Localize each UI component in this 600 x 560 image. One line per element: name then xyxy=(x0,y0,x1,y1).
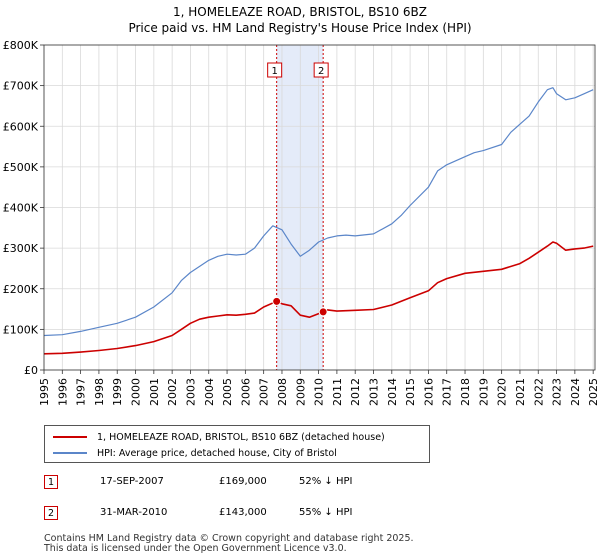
sale-hpi-delta: 52% ↓ HPI xyxy=(299,476,353,487)
footer-copyright: Contains HM Land Registry data © Crown c… xyxy=(44,533,414,544)
x-tick-label: 2008 xyxy=(276,378,289,406)
y-tick-label: £300K xyxy=(3,242,39,255)
x-tick-label: 2002 xyxy=(166,378,179,406)
y-tick-label: £100K xyxy=(3,323,39,336)
sale-point-marker xyxy=(318,307,328,317)
sale-date: 17-SEP-2007 xyxy=(100,476,164,487)
legend-item-property: 1, HOMELEAZE ROAD, BRISTOL, BS10 6BZ (de… xyxy=(53,429,385,445)
x-tick-label: 1999 xyxy=(111,378,124,406)
x-tick-label: 1996 xyxy=(56,378,69,406)
x-tick-label: 2016 xyxy=(422,378,435,406)
x-tick-label: 2012 xyxy=(349,378,362,406)
y-tick-label: £500K xyxy=(3,161,39,174)
x-tick-label: 2019 xyxy=(477,378,490,406)
x-tick-label: 2003 xyxy=(184,378,197,406)
sale-hpi-delta: 55% ↓ HPI xyxy=(299,507,353,518)
sale-price: £143,000 xyxy=(219,507,267,518)
legend-swatch-property xyxy=(53,436,87,438)
price-paid-line xyxy=(43,241,594,355)
x-tick-label: 2013 xyxy=(368,378,381,406)
sale-date: 31-MAR-2010 xyxy=(100,507,168,518)
footer-licence: This data is licensed under the Open Gov… xyxy=(44,543,347,554)
x-tick-label: 2014 xyxy=(386,378,399,406)
sale-price: £169,000 xyxy=(219,476,267,487)
legend: 1, HOMELEAZE ROAD, BRISTOL, BS10 6BZ (de… xyxy=(44,425,430,463)
legend-item-hpi: HPI: Average price, detached house, City… xyxy=(53,445,337,461)
sale-annotation-box xyxy=(267,62,283,78)
chart-title: 1, HOMELEAZE ROAD, BRISTOL, BS10 6BZ xyxy=(173,5,427,19)
x-tick-label: 2004 xyxy=(203,378,216,406)
x-tick-label: 1997 xyxy=(75,378,88,406)
y-tick-label: £700K xyxy=(3,80,39,93)
x-tick-label: 2006 xyxy=(239,378,252,406)
sale-marker-label: 2 xyxy=(44,506,58,520)
x-tick-label: 2000 xyxy=(130,378,143,406)
legend-swatch-hpi xyxy=(53,452,87,454)
legend-label-hpi: HPI: Average price, detached house, City… xyxy=(97,447,337,459)
x-tick-label: 2017 xyxy=(441,378,454,406)
y-tick-label: £400K xyxy=(3,202,39,215)
x-tick-label: 2011 xyxy=(331,378,344,406)
x-tick-label: 2005 xyxy=(221,378,234,406)
x-tick-label: 2010 xyxy=(313,378,326,406)
x-tick-label: 2020 xyxy=(496,378,509,406)
sale-annotation-label: 1 xyxy=(271,66,277,77)
sale-marker-label: 1 xyxy=(44,475,58,489)
y-tick-label: £0 xyxy=(24,364,38,377)
footer: Contains HM Land Registry data © Crown c… xyxy=(44,534,414,554)
x-tick-label: 2018 xyxy=(459,378,472,406)
sale-annotation-label: 2 xyxy=(318,66,324,77)
y-tick-label: £600K xyxy=(3,120,39,133)
chart: 1, HOMELEAZE ROAD, BRISTOL, BS10 6BZ Pri… xyxy=(3,5,600,406)
x-tick-label: 2025 xyxy=(587,378,600,406)
y-tick-label: £800K xyxy=(3,39,39,52)
x-tick-label: 1998 xyxy=(93,378,106,406)
x-tick-label: 2001 xyxy=(148,378,161,406)
sale-point-marker xyxy=(272,296,282,306)
chart-subtitle: Price paid vs. HM Land Registry's House … xyxy=(128,21,471,35)
x-tick-label: 2007 xyxy=(258,378,271,406)
hpi-line xyxy=(43,87,594,337)
x-tick-label: 1995 xyxy=(38,378,51,406)
x-tick-label: 2024 xyxy=(569,378,582,406)
y-tick-label: £200K xyxy=(3,283,39,296)
sale-annotation-box xyxy=(313,62,329,78)
x-tick-label: 2009 xyxy=(294,378,307,406)
x-tick-label: 2023 xyxy=(551,378,564,406)
x-tick-label: 2022 xyxy=(532,378,545,406)
legend-label-property: 1, HOMELEAZE ROAD, BRISTOL, BS10 6BZ (de… xyxy=(97,431,385,443)
x-tick-label: 2015 xyxy=(404,378,417,406)
x-tick-label: 2021 xyxy=(514,378,527,406)
